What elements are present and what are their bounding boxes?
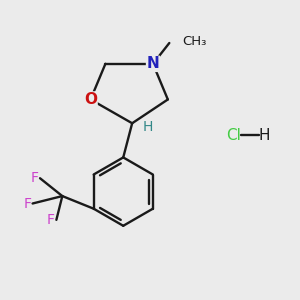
Text: H: H <box>142 120 153 134</box>
Text: H: H <box>259 128 270 142</box>
Text: CH₃: CH₃ <box>182 35 206 48</box>
Text: O: O <box>84 92 97 107</box>
Text: F: F <box>31 171 39 185</box>
Text: F: F <box>47 213 55 227</box>
Text: N: N <box>147 56 159 71</box>
Text: F: F <box>23 196 31 211</box>
Text: Cl: Cl <box>226 128 241 142</box>
